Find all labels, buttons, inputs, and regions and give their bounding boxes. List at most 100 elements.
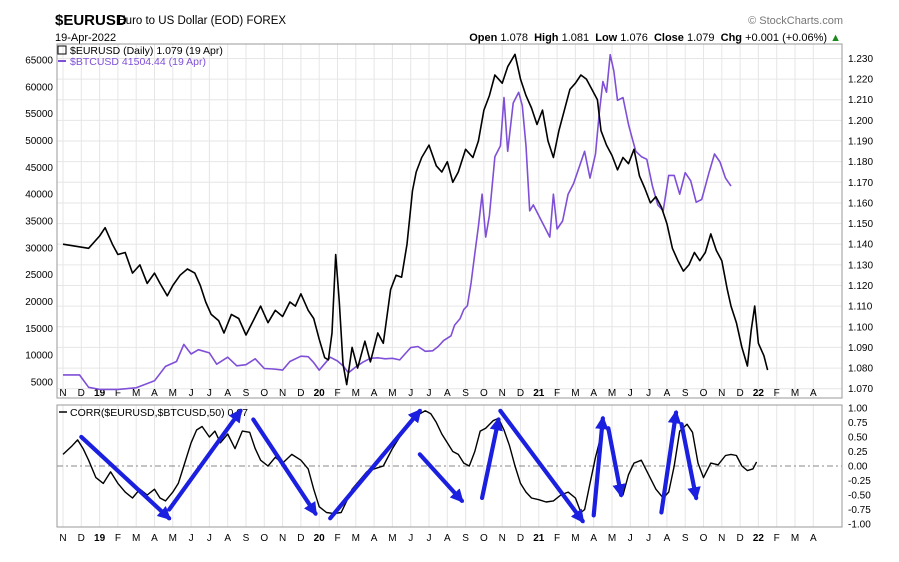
- x-axis-tick-label: J: [408, 388, 413, 399]
- left-axis-tick-label: 60000: [25, 82, 53, 93]
- x-axis-tick-label: J: [207, 388, 212, 399]
- x-axis-tick-label: D: [297, 388, 304, 399]
- right-axis-tick-label: 1.090: [848, 343, 873, 354]
- x-axis-tick-label: D: [78, 388, 85, 399]
- right-axis-tick-label: 1.150: [848, 219, 873, 230]
- x-axis-tick-label: F: [554, 533, 560, 544]
- left-axis-tick-label: 35000: [25, 217, 53, 228]
- x-axis-tick-label: D: [517, 533, 524, 544]
- corr-axis-tick-label: -0.75: [848, 505, 871, 516]
- low-label: Low: [595, 32, 618, 44]
- x-axis-tick-label: D: [517, 388, 524, 399]
- corr-axis-tick-label: -0.50: [848, 491, 871, 502]
- legend-corr: CORR($EURUSD,$BTCUSD,50) 0.07: [70, 407, 248, 419]
- x-axis-tick-label: J: [408, 533, 413, 544]
- x-axis-tick-label: A: [371, 388, 378, 399]
- x-axis-tick-label: N: [718, 533, 725, 544]
- annotation-arrow: [251, 417, 318, 516]
- annotation-arrow: [606, 426, 626, 498]
- chg-value: +0.001 (+0.06%): [745, 32, 828, 44]
- right-axis-tick-label: 1.170: [848, 178, 873, 189]
- x-axis-tick-label: N: [279, 388, 286, 399]
- x-axis-tick-label: 20: [314, 533, 326, 544]
- x-axis-tick-label: A: [444, 388, 451, 399]
- eurusd-line: [62, 53, 769, 386]
- x-axis-tick-label: F: [115, 388, 121, 399]
- x-axis-tick-label: J: [646, 533, 651, 544]
- btcusd-line: [63, 53, 732, 391]
- x-axis-tick-label: O: [260, 533, 268, 544]
- x-axis-tick-label: D: [736, 388, 743, 399]
- x-axis-tick-label: N: [499, 533, 506, 544]
- left-axis-tick-label: 50000: [25, 136, 53, 147]
- x-axis-tick-label: S: [462, 533, 469, 544]
- x-axis-tick-label: O: [480, 533, 488, 544]
- x-axis-tick-label: M: [169, 533, 177, 544]
- right-axis-tick-label: 1.220: [848, 75, 873, 86]
- x-axis-tick-label: D: [297, 533, 304, 544]
- x-axis-tick-label: M: [608, 533, 616, 544]
- open-label: Open: [469, 32, 498, 44]
- annotation-arrow: [498, 408, 585, 524]
- chg-label: Chg: [720, 32, 743, 44]
- x-axis-tick-label: A: [664, 388, 671, 399]
- right-axis-tick-label: 1.180: [848, 157, 873, 168]
- corr-panel-border: [56, 404, 843, 528]
- legend-swatch-eurusd: [57, 45, 67, 55]
- x-axis-tick-label: A: [371, 533, 378, 544]
- left-axis-tick-label: 25000: [25, 270, 53, 281]
- left-axis-tick-label: 30000: [25, 243, 53, 254]
- x-axis-tick-label: J: [427, 533, 432, 544]
- x-axis-tick-label: 19: [94, 388, 106, 399]
- right-axis-tick-label: 1.110: [848, 302, 873, 313]
- x-axis-tick-label: F: [554, 388, 560, 399]
- corr-axis-tick-label: 0.00: [848, 462, 868, 473]
- x-axis-tick-label: F: [334, 533, 340, 544]
- x-axis-tick-label: J: [628, 533, 633, 544]
- legend-btcusd: $BTCUSD 41504.44 (19 Apr): [70, 56, 206, 68]
- close-label: Close: [653, 32, 684, 44]
- left-axis-tick-label: 40000: [25, 190, 53, 201]
- right-axis-tick-label: 1.190: [848, 137, 873, 148]
- x-axis-tick-label: F: [334, 388, 340, 399]
- x-axis-tick-label: O: [480, 388, 488, 399]
- legend-eurusd: $EURUSD (Daily) 1.079 (19 Apr): [70, 45, 223, 57]
- x-axis-tick-label: S: [243, 533, 250, 544]
- x-axis-tick-label: N: [59, 388, 66, 399]
- corr-axis-tick-label: -1.00: [848, 520, 871, 531]
- x-axis-tick-label: S: [243, 388, 250, 399]
- x-axis-tick-label: M: [571, 388, 579, 399]
- x-axis-tick-label: A: [664, 533, 671, 544]
- left-axis-tick-label: 10000: [25, 351, 53, 362]
- right-axis-tick-label: 1.210: [848, 95, 873, 106]
- x-axis-tick-label: M: [352, 388, 360, 399]
- x-axis-tick-label: 21: [533, 533, 545, 544]
- corr-line: [62, 410, 758, 515]
- right-axis-tick-label: 1.140: [848, 240, 873, 251]
- x-axis-tick-label: A: [810, 533, 817, 544]
- open-value: 1.078: [500, 32, 528, 44]
- x-axis-tick-label: A: [590, 388, 597, 399]
- right-axis-tick-label: 1.200: [848, 116, 873, 127]
- chart-date: 19-Apr-2022: [55, 32, 117, 44]
- x-axis-tick-label: S: [682, 388, 689, 399]
- x-axis-tick-label: S: [462, 388, 469, 399]
- x-axis-tick-label: M: [388, 388, 396, 399]
- left-axis-tick-label: 5000: [31, 377, 54, 388]
- right-axis-tick-label: 1.070: [848, 384, 873, 395]
- left-axis-tick-label: 15000: [25, 324, 53, 335]
- x-axis-tick-label: A: [151, 533, 158, 544]
- x-axis-tick-label: A: [810, 388, 817, 399]
- x-axis-tick-label: 21: [533, 388, 545, 399]
- x-axis-tick-label: A: [224, 533, 231, 544]
- quote-summary: Open 1.078 High 1.081 Low 1.076 Close 1.…: [469, 32, 841, 44]
- x-axis-tick-label: 22: [753, 388, 765, 399]
- x-axis-tick-label: J: [189, 533, 194, 544]
- x-axis-tick-label: A: [151, 388, 158, 399]
- x-axis-tick-label: M: [608, 388, 616, 399]
- right-axis-tick-label: 1.130: [848, 260, 873, 271]
- corr-axis-tick-label: 0.25: [848, 447, 868, 458]
- x-axis-tick-label: D: [78, 533, 85, 544]
